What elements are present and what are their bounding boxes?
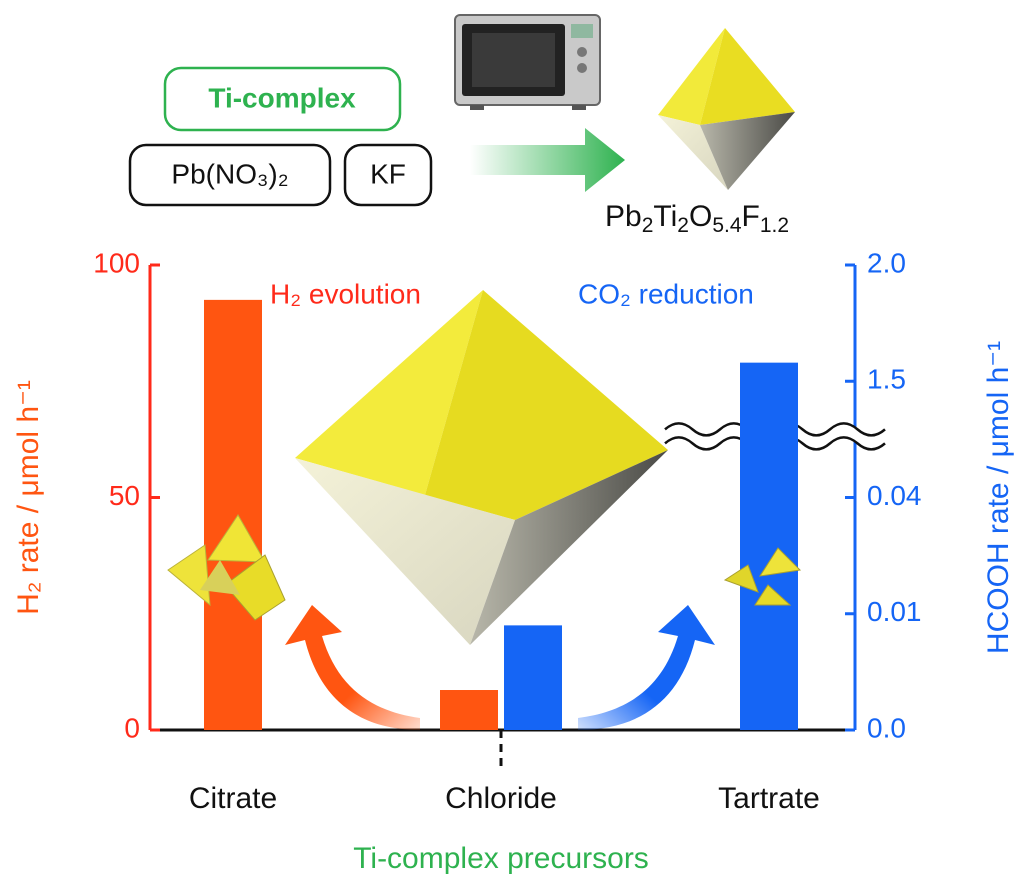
bar	[504, 625, 562, 730]
y2-axis-label: HCOOH rate / μmol h⁻¹	[982, 341, 1015, 654]
precursor-box	[163, 66, 402, 132]
product-crystal	[658, 28, 795, 190]
y-axis-label: H₂ rate / μmol h⁻¹	[12, 380, 45, 615]
microwave	[454, 14, 601, 110]
reagent-box	[128, 143, 332, 207]
legend-label: CO₂ reduction	[578, 278, 754, 309]
plot: 0 50 100 0.0 0.01 0.04 1.5 2.0 H₂ rate / μmol h⁻…	[12, 247, 1015, 875]
cluster	[723, 547, 802, 606]
formula-subscript: 2	[677, 214, 689, 237]
y2-tick-label: 0.0	[867, 712, 906, 743]
formula-subscript: 2	[642, 214, 654, 237]
reagent-label: KF	[370, 158, 406, 189]
x-tick-label: Tartrate	[718, 782, 820, 815]
y2-tick-label: 2.0	[867, 247, 906, 278]
reagent-label: Pb(NO₃)₂	[171, 158, 288, 189]
product-formula: Pb2Ti2O5.4F1.2	[605, 200, 789, 237]
curved-arrow	[285, 605, 420, 730]
formula-element: Ti	[653, 200, 677, 233]
scheme: Ti-complex Pb(NO₃)₂ KF Pb2Ti2O5.4F1.2	[128, 14, 795, 237]
y2-tick-label: 0.04	[867, 480, 922, 511]
y-tick-label: 100	[93, 247, 140, 278]
bar	[440, 690, 498, 730]
curved-arrow	[578, 605, 715, 730]
reaction-arrow	[470, 128, 625, 192]
y2-tick-label: 0.01	[867, 596, 922, 627]
formula-element: O	[689, 200, 712, 233]
y2-tick-label: 1.5	[867, 364, 906, 395]
formula-element: F	[742, 200, 760, 233]
formula-element: Pb	[605, 200, 642, 233]
bar	[204, 299, 262, 730]
cluster	[167, 514, 286, 621]
legend-label: H₂ evolution	[270, 278, 421, 309]
crystal-illustration	[295, 290, 668, 645]
reagent-box	[343, 143, 433, 207]
x-tick-label: Citrate	[189, 782, 277, 815]
formula-subscript: 1.2	[760, 214, 789, 237]
bar	[740, 362, 798, 730]
x-tick-label: Chloride	[445, 782, 557, 815]
y-tick-label: 0	[124, 712, 140, 743]
y-tick-label: 50	[109, 480, 140, 511]
formula-subscript: 5.4	[712, 214, 742, 237]
precursor-label: Ti-complex	[208, 82, 356, 113]
x-axis-label: Ti-complex precursors	[353, 842, 649, 875]
